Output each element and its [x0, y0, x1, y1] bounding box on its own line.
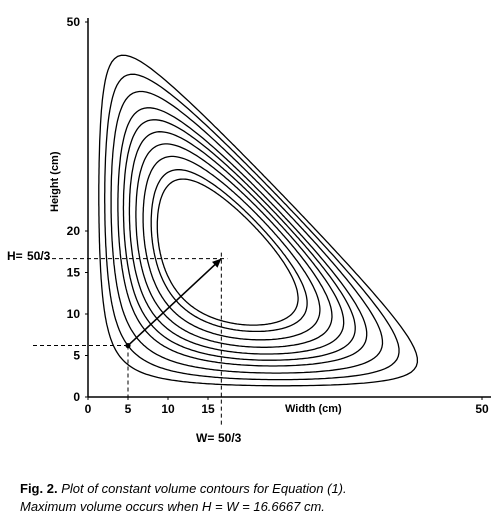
h-marker-label: H= 50/3 [7, 249, 51, 263]
w-marker-value: 50/3 [218, 431, 242, 445]
w-marker-prefix: W= [196, 431, 214, 445]
contour-line [142, 155, 321, 341]
caption-label: Fig. 2. [20, 481, 58, 496]
h-marker-prefix: H= [7, 249, 23, 263]
contour-line [110, 90, 384, 374]
y-tick-label: 50 [67, 15, 81, 29]
contour-line [98, 54, 419, 387]
x-axis-label: Width (cm) [285, 403, 342, 415]
caption-text-2: Maximum volume occurs when H = W = 16.66… [20, 499, 325, 514]
contour-line [104, 73, 400, 381]
path-arrowhead [212, 258, 222, 268]
x-tick-label: 15 [201, 402, 215, 416]
figure-caption: Fig. 2. Plot of constant volume contours… [20, 480, 485, 516]
contour-line [156, 178, 299, 326]
contour-lines [98, 54, 419, 387]
contour-line [122, 119, 356, 361]
contour-line [117, 107, 368, 367]
y-tick-label: 20 [67, 224, 81, 238]
contour-chart: 0 5 10 15 50 0 5 10 15 20 50 Width (cm) Height (cm… [7, 15, 491, 445]
contour-line [128, 131, 345, 355]
caption-text: Plot of constant volume contours for Equ… [61, 481, 347, 496]
y-tick-label: 15 [67, 266, 81, 280]
y-tick-label: 0 [73, 390, 80, 404]
x-tick-label: 5 [125, 402, 132, 416]
y-tick-label: 5 [73, 349, 80, 363]
y-axis-label: Height (cm) [49, 151, 61, 212]
h-marker-value: 50/3 [27, 249, 51, 263]
axis-ticks: 0 5 10 15 50 0 5 10 15 20 50 [67, 15, 489, 416]
w-marker-label: W= 50/3 [196, 431, 242, 445]
x-tick-label: 50 [475, 402, 489, 416]
contour-line [150, 169, 308, 333]
gradient-path [125, 258, 222, 349]
y-tick-label: 10 [67, 307, 81, 321]
path-line [127, 258, 222, 347]
path-start-point [125, 342, 131, 349]
x-tick-label: 0 [85, 402, 92, 416]
x-tick-label: 10 [161, 402, 175, 416]
